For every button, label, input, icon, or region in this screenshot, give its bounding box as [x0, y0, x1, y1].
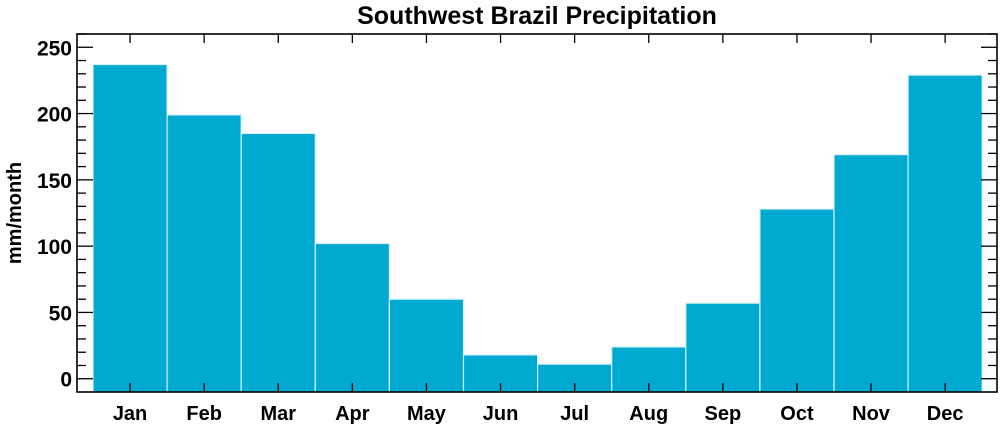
y-tick-label: 150	[37, 170, 72, 193]
bar-feb	[166, 114, 242, 393]
x-tick-label: Jan	[113, 403, 147, 425]
x-tick-label: Nov	[852, 403, 891, 425]
x-tick-label: Aug	[629, 403, 668, 425]
axes	[76, 33, 998, 393]
bars	[92, 63, 983, 393]
tick-labels: Jan Feb Mar Apr May Jun Jul Aug Sep Oct Nov Dec 0 50 1…	[37, 37, 964, 425]
bar-mar	[240, 132, 316, 393]
y-tick-label: 0	[60, 369, 72, 392]
bar-oct	[759, 208, 835, 393]
x-tick-label: Feb	[186, 403, 222, 425]
y-tick-label: 100	[37, 236, 72, 259]
bar-jan	[92, 63, 168, 393]
bar-dec	[907, 74, 983, 393]
y-tick-label: 200	[37, 104, 72, 127]
x-tick-label: Apr	[335, 403, 370, 425]
x-tick-label: Mar	[260, 403, 296, 425]
plot-frame	[76, 33, 998, 393]
bar-aug	[611, 346, 687, 393]
x-tick-label: Jul	[560, 403, 589, 425]
y-tick-label: 250	[37, 37, 72, 60]
y-tick-label: 50	[49, 302, 72, 325]
bar-may	[388, 298, 465, 393]
x-tick-label: May	[407, 403, 447, 425]
bar-apr	[314, 242, 390, 393]
chart-title: Southwest Brazil Precipitation	[357, 2, 717, 30]
x-tick-label: Sep	[705, 403, 742, 425]
bar-sep	[685, 302, 761, 393]
x-tick-label: Jun	[483, 403, 519, 425]
x-tick-label: Oct	[780, 403, 814, 425]
bar-nov	[833, 154, 909, 393]
x-tick-label: Dec	[927, 403, 964, 425]
y-axis-label: mm/month	[4, 162, 26, 264]
